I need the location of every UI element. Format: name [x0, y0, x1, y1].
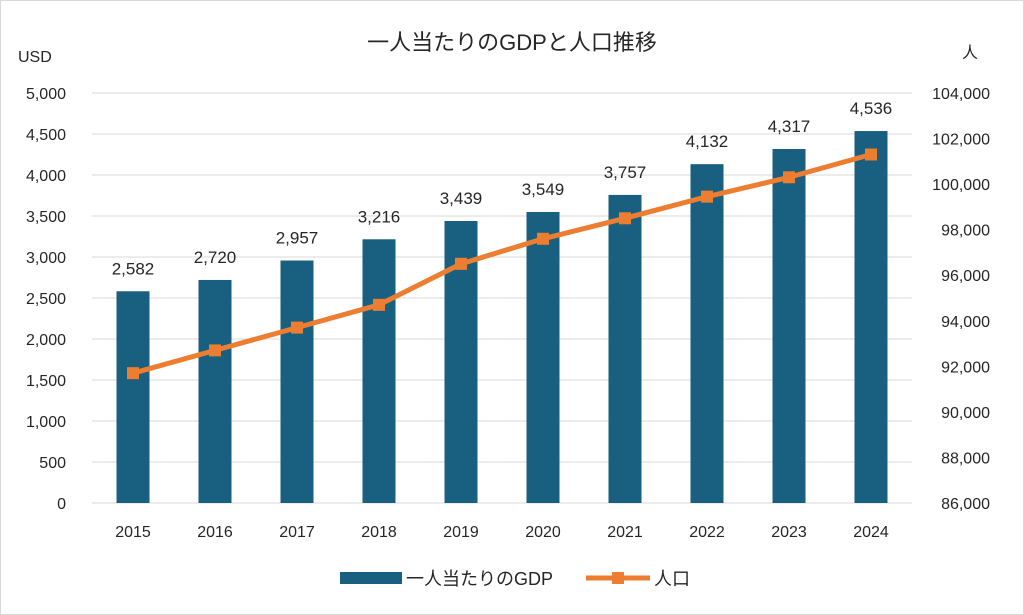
- left-tick-label: 4,500: [26, 127, 66, 144]
- right-tick-label: 100,000: [932, 177, 990, 194]
- right-tick-label: 86,000: [941, 496, 990, 513]
- line-marker: [373, 298, 385, 311]
- bar-data-label: 3,757: [604, 163, 647, 182]
- bar: [362, 239, 396, 503]
- line-marker: [701, 190, 713, 203]
- left-tick-label: 1,000: [26, 414, 66, 431]
- left-tick-label: 2,500: [26, 291, 66, 308]
- axes: 0 500 1,000 1,500 2,000 2,500 3,000 3,500 4,000 4…: [26, 86, 990, 541]
- bar: [608, 194, 642, 503]
- chart-title: 一人当たりのGDPと人口推移: [367, 30, 657, 55]
- right-tick-label: 102,000: [932, 132, 990, 149]
- left-tick-label: 4,000: [26, 168, 66, 185]
- bar-data-label: 2,720: [194, 248, 237, 267]
- bar-data-label: 3,439: [440, 189, 483, 208]
- right-tick-label: 92,000: [941, 359, 990, 376]
- line-marker: [291, 321, 303, 334]
- bar-data-label: 4,132: [686, 132, 729, 151]
- right-tick-label: 90,000: [941, 405, 990, 422]
- bar: [198, 279, 232, 503]
- line-marker: [209, 344, 221, 357]
- bar: [772, 149, 806, 504]
- bar-data-label: 2,582: [112, 259, 155, 278]
- line-marker: [783, 171, 795, 184]
- bar-data-label: 4,536: [850, 99, 893, 118]
- bar-series: 2,582 2,720 2,957 3,216 3,439 3,549 3,757 4,132…: [112, 99, 893, 504]
- line-marker: [619, 212, 631, 225]
- bar-data-label: 2,957: [276, 229, 319, 248]
- legend-swatch-marker: [612, 572, 624, 584]
- bar-data-label: 3,216: [358, 207, 401, 226]
- line-series: [127, 148, 877, 380]
- bar: [854, 131, 888, 503]
- left-tick-label: 0: [57, 496, 66, 513]
- x-tick-label: 2015: [115, 524, 151, 541]
- line-marker: [865, 148, 877, 161]
- right-axis-unit: 人: [962, 44, 978, 62]
- right-tick-label: 104,000: [932, 86, 990, 103]
- x-tick-label: 2016: [197, 524, 233, 541]
- right-tick-label: 98,000: [941, 223, 990, 240]
- x-tick-label: 2024: [853, 524, 889, 541]
- right-tick-label: 96,000: [941, 268, 990, 285]
- left-tick-label: 2,000: [26, 332, 66, 349]
- right-tick-label: 94,000: [941, 314, 990, 331]
- left-tick-label: 500: [39, 455, 66, 472]
- legend-label-population: 人口: [654, 569, 690, 589]
- line-marker: [455, 257, 467, 270]
- bar: [690, 164, 724, 503]
- legend-label-gdp: 一人当たりのGDP: [406, 569, 553, 589]
- right-tick-label: 88,000: [941, 450, 990, 467]
- bar: [280, 260, 314, 503]
- left-tick-label: 1,500: [26, 373, 66, 390]
- line-marker: [537, 232, 549, 245]
- bar-data-label: 3,549: [522, 180, 565, 199]
- legend-swatch-bar: [340, 572, 402, 584]
- bar: [526, 211, 560, 503]
- left-tick-label: 3,000: [26, 250, 66, 267]
- x-tick-label: 2021: [607, 524, 643, 541]
- left-axis-unit: USD: [18, 49, 52, 66]
- x-tick-label: 2023: [771, 524, 807, 541]
- x-tick-label: 2018: [361, 524, 397, 541]
- x-tick-label: 2022: [689, 524, 725, 541]
- bar-data-label: 4,317: [768, 117, 811, 136]
- x-tick-label: 2020: [525, 524, 561, 541]
- population-line: [130, 152, 874, 376]
- bar: [116, 291, 150, 503]
- left-tick-label: 5,000: [26, 86, 66, 103]
- left-tick-label: 3,500: [26, 209, 66, 226]
- line-marker: [127, 367, 139, 380]
- legend: 一人当たりのGDP 人口: [340, 569, 690, 589]
- x-tick-label: 2017: [279, 524, 315, 541]
- x-tick-label: 2019: [443, 524, 479, 541]
